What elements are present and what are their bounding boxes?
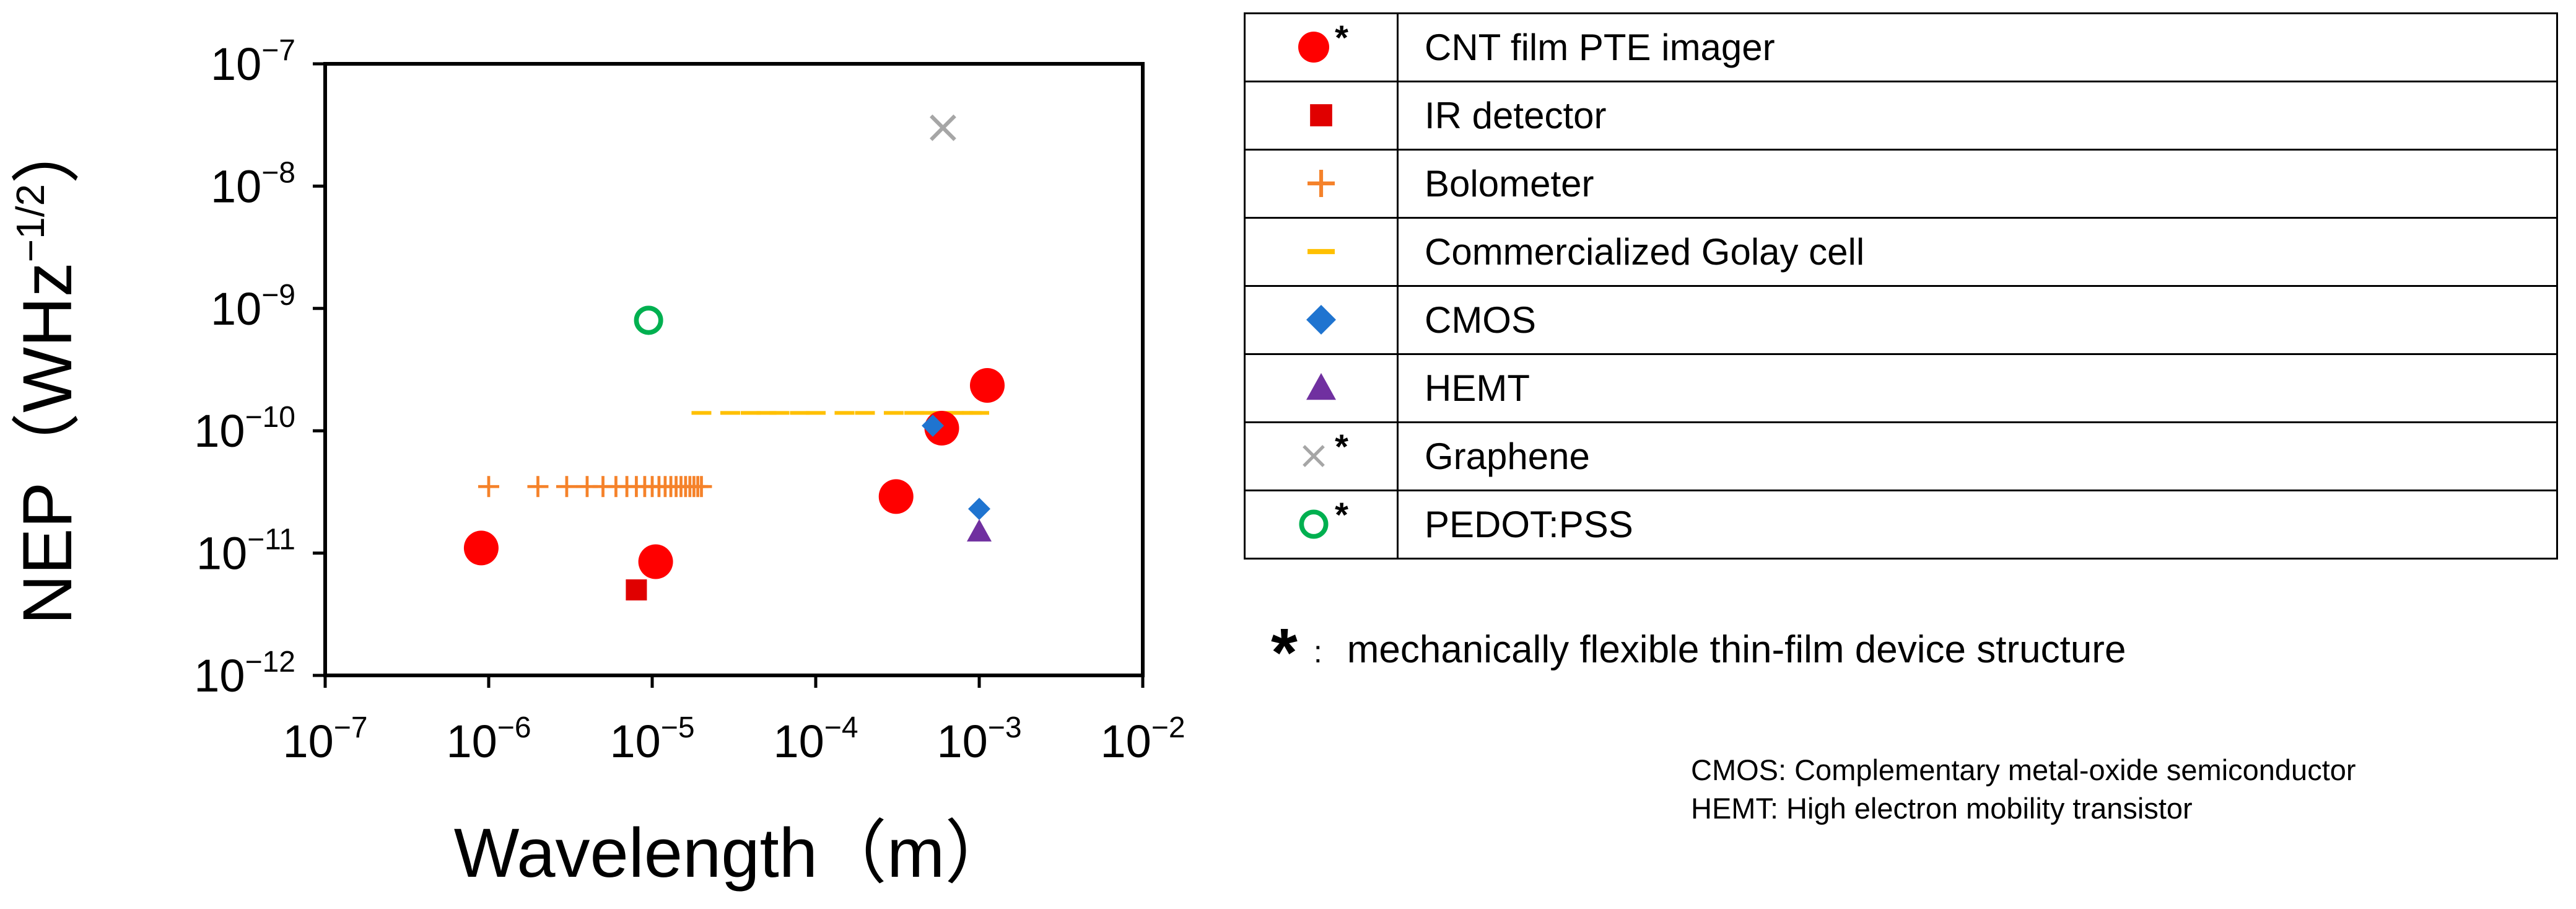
legend-symbol-cell-graphene: * — [1244, 421, 1399, 491]
legend-row-cmos: CMOS — [1244, 285, 2558, 355]
y-tick-label-0: 10−12 — [194, 646, 295, 701]
legend-symbol-cell-pedot: * — [1244, 490, 1399, 560]
legend-star-pedot: * — [1335, 494, 1348, 534]
abbreviations: CMOS: Complementary metal-oxide semicond… — [1691, 751, 2356, 828]
point-cnt-4 — [969, 367, 1005, 403]
point-cnt-1 — [638, 544, 673, 579]
legend-label-cmos: CMOS — [1397, 285, 2558, 355]
y-axis-label-close: ） — [9, 115, 86, 184]
plot-area-frame — [323, 62, 1145, 677]
point-cmos-1 — [968, 498, 990, 520]
point-cmos-0 — [922, 415, 945, 437]
point-bolo-2 — [556, 476, 577, 498]
y-axis-ticks: 10−12 10−11 10−10 10−9 10−8 10−7 — [194, 34, 325, 701]
legend-label-hemt: HEMT — [1397, 353, 2558, 423]
legend-row-ir: IR detector — [1244, 81, 2558, 151]
legend-symbol-cell-ir — [1244, 81, 1399, 151]
point-cnt-0 — [463, 530, 499, 566]
legend-star-graphene: * — [1335, 426, 1348, 466]
legend-marker-bolo — [1308, 170, 1335, 197]
y-tick-label-3: 10−9 — [211, 279, 295, 335]
x-tick-label-0: 10−7 — [282, 711, 367, 767]
legend-label-bolo: Bolometer — [1397, 149, 2558, 219]
legend: * CNT film PTE imager IR detector Bolometer… — [1244, 12, 2558, 560]
y-axis-label: NEP（WHz−1/2） — [8, 115, 86, 625]
legend-marker-graphene — [1303, 445, 1325, 468]
point-cnt-2 — [878, 479, 914, 514]
point-bolo-1 — [527, 476, 549, 498]
y-axis-label-main: NEP（WHz — [9, 262, 86, 625]
x-tick-label-5: 10−2 — [1100, 711, 1185, 767]
plot-marks — [463, 114, 1005, 601]
y-tick-label-2: 10−10 — [194, 401, 295, 457]
legend-marker-hemt — [1306, 373, 1336, 400]
x-axis-ticks: 10−7 10−6 10−5 10−4 10−3 10−2 — [282, 675, 1185, 767]
y-tick-label-5: 10−7 — [211, 34, 295, 90]
x-tick-label-2: 10−5 — [609, 711, 694, 767]
legend-symbol-cell-hemt — [1244, 353, 1399, 423]
legend-row-cnt: * CNT film PTE imager — [1244, 12, 2558, 82]
legend-row-bolo: Bolometer — [1244, 149, 2558, 219]
abbreviation-cmos: CMOS: Complementary metal-oxide semicond… — [1691, 753, 2356, 786]
legend-label-cnt: CNT film PTE imager — [1397, 12, 2558, 82]
legend-symbol-cell-golay — [1244, 217, 1399, 287]
y-tick-label-4: 10−8 — [211, 156, 295, 212]
legend-label-ir: IR detector — [1397, 81, 2558, 151]
nep-chart: 10−7 10−6 10−5 10−4 10−3 10−2 10−12 10−11 10−10… — [8, 34, 1185, 892]
legend-marker-ir — [1310, 104, 1332, 126]
note-star: * — [1271, 615, 1298, 691]
point-hemt-0 — [967, 519, 992, 542]
legend-label-pedot: PEDOT:PSS — [1397, 490, 2558, 560]
legend-row-pedot: * PEDOT:PSS — [1244, 490, 2558, 560]
legend-marker-cmos — [1306, 305, 1336, 335]
flexible-note: *: mechanically flexible thin-film device… — [1271, 613, 2126, 692]
legend-row-golay: Commercialized Golay cell — [1244, 217, 2558, 287]
legend-star-cnt: * — [1335, 17, 1348, 57]
y-axis-label-sup: −1/2 — [8, 184, 53, 262]
legend-label-golay: Commercialized Golay cell — [1397, 217, 2558, 287]
legend-row-graphene: * Graphene — [1244, 421, 2558, 491]
point-ir-0 — [626, 579, 647, 601]
point-pedot-0 — [634, 305, 663, 335]
x-axis-label: Wavelength（m） — [454, 814, 1015, 892]
legend-symbol-cell-bolo — [1244, 149, 1399, 219]
x-tick-label-3: 10−4 — [773, 711, 858, 767]
x-tick-label-4: 10−3 — [937, 711, 1021, 767]
legend-symbol-cell-cmos — [1244, 285, 1399, 355]
y-tick-label-1: 10−11 — [196, 524, 295, 579]
note-text: mechanically flexible thin-film device s… — [1347, 628, 2126, 671]
point-graphene-0 — [930, 114, 956, 141]
point-bolo-19 — [691, 476, 712, 498]
point-bolo-0 — [478, 476, 499, 498]
legend-label-graphene: Graphene — [1397, 421, 2558, 491]
abbreviation-hemt: HEMT: High electron mobility transistor — [1691, 792, 2193, 825]
legend-marker-cnt — [1298, 32, 1330, 63]
legend-marker-golay — [1308, 248, 1335, 255]
legend-row-hemt: HEMT — [1244, 353, 2558, 423]
note-colon: : — [1313, 635, 1322, 669]
legend-symbol-cell-cnt: * — [1244, 12, 1399, 82]
x-tick-label-1: 10−6 — [446, 711, 531, 767]
legend-marker-pedot — [1299, 509, 1329, 539]
